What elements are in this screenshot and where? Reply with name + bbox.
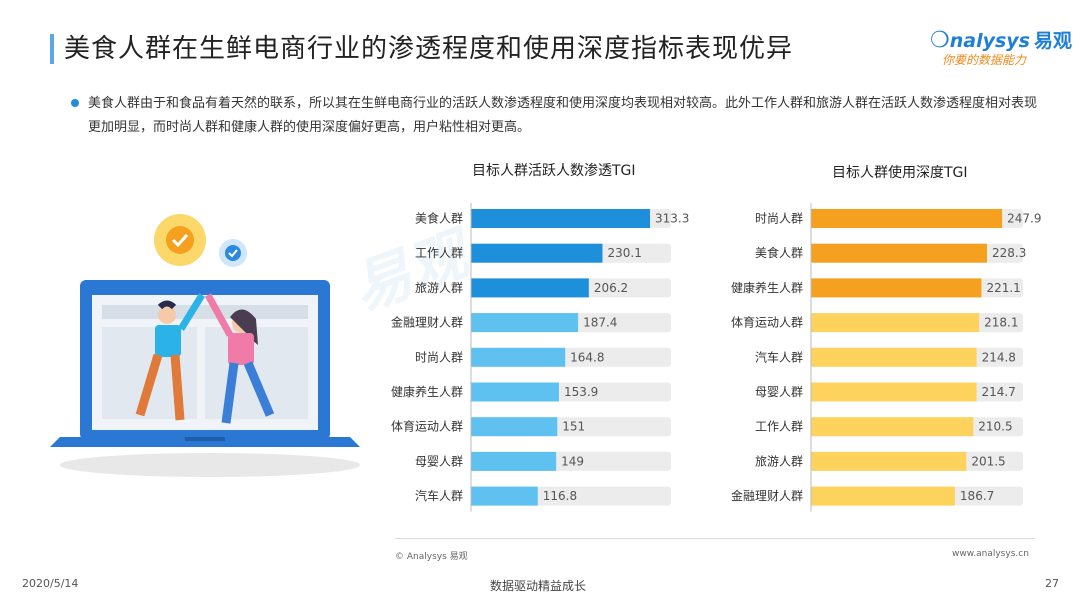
footer-divider: [395, 538, 1035, 539]
bar: [471, 382, 559, 402]
laptop-base: [50, 437, 360, 447]
person1-shirt: [155, 325, 181, 357]
bullet-icon: [71, 99, 79, 107]
bar: [471, 278, 589, 298]
category-label: 健康养生人群: [731, 280, 803, 295]
person1-arm: [178, 293, 205, 331]
logo-text: nalysys: [949, 30, 1030, 52]
check-icon: [171, 233, 189, 248]
bar: [811, 417, 974, 437]
laptop-illustration: [50, 214, 360, 477]
data-label: 153.9: [564, 385, 598, 399]
data-label: 149: [561, 454, 584, 468]
website-link[interactable]: www.analysys.cn: [952, 549, 1029, 559]
data-label: 210.5: [978, 420, 1012, 434]
data-label: 228.3: [992, 246, 1026, 260]
person2-legs: [221, 361, 275, 424]
bar: [811, 313, 980, 333]
left-chart-title: 目标人群活跃人数渗透TGI: [472, 163, 636, 179]
logo-slogan: 你要的数据能力: [942, 53, 1027, 67]
page-number: 27: [1045, 577, 1059, 590]
bar: [811, 278, 982, 298]
category-label: 汽车人群: [755, 349, 803, 364]
summary-text: 美食人群由于和食品有着天然的联系，所以其在生鲜电商行业的活跃人数渗透程度和使用深…: [88, 96, 1038, 135]
logo-cn: 易观: [1033, 30, 1072, 52]
data-label: 214.7: [982, 385, 1016, 399]
bar: [471, 347, 566, 367]
bar: [471, 486, 538, 506]
bar: [471, 243, 603, 263]
category-label: 健康养生人群: [391, 384, 463, 399]
category-label: 时尚人群: [755, 212, 803, 226]
category-label: 体育运动人群: [731, 315, 803, 330]
category-label: 工作人群: [755, 420, 803, 434]
data-label: 218.1: [984, 316, 1018, 330]
right-chart-title: 目标人群使用深度TGI: [832, 165, 968, 181]
data-label: 187.4: [583, 316, 617, 330]
bar: [471, 209, 651, 228]
category-label: 母婴人群: [755, 385, 803, 399]
bar: [811, 451, 967, 471]
data-label: 164.8: [570, 350, 604, 364]
laptop-notch: [185, 437, 225, 441]
bar: [811, 243, 987, 263]
brand-logo: ❍nalysys 易观 你要的数据能力: [930, 26, 1072, 72]
footer-slogan: 数据驱动精益成长: [490, 579, 587, 593]
bar: [471, 417, 558, 437]
data-label: 247.9: [1007, 212, 1041, 226]
data-label: 186.7: [960, 489, 994, 503]
data-label: 214.8: [982, 350, 1016, 364]
category-label: 汽车人群: [415, 488, 463, 503]
data-label: 221.1: [986, 281, 1020, 295]
category-label: 时尚人群: [415, 350, 463, 364]
data-label: 201.5: [971, 454, 1005, 468]
copyright-text: © Analysys 易观: [395, 552, 468, 562]
category-label: 旅游人群: [415, 281, 463, 295]
person2-arm: [204, 293, 234, 337]
data-label: 116.8: [543, 489, 577, 503]
title-accent-bar: [50, 34, 54, 64]
logo-mark: ❍nalysys 易观: [930, 28, 1072, 53]
big-check-inner: [166, 226, 194, 254]
person1-hair: [157, 300, 177, 310]
bar: [811, 209, 1003, 228]
category-label: 母婴人群: [415, 454, 463, 468]
category-label: 美食人群: [415, 211, 463, 226]
page-title: 美食人群在生鲜电商行业的渗透程度和使用深度指标表现优异: [64, 34, 794, 64]
category-label: 体育运动人群: [391, 419, 463, 434]
footer-date: 2020/5/14: [22, 577, 79, 590]
category-label: 工作人群: [415, 246, 463, 260]
shadow-ellipse: [60, 453, 360, 477]
bar: [811, 382, 977, 402]
bar: [811, 347, 977, 367]
person2-shirt: [228, 333, 254, 365]
data-label: 230.1: [607, 246, 641, 260]
check-icon-small: [228, 249, 238, 258]
person1-legs: [135, 353, 185, 421]
bar: [471, 313, 579, 333]
bar: [471, 451, 557, 471]
data-label: 313.3: [655, 212, 689, 226]
data-label: 206.2: [594, 281, 628, 295]
screen-header-bar: [102, 305, 308, 319]
person1-head: [158, 306, 176, 324]
category-label: 美食人群: [755, 245, 803, 260]
category-label: 金融理财人群: [731, 488, 803, 503]
category-label: 旅游人群: [755, 454, 803, 468]
bar: [811, 486, 955, 506]
data-label: 151: [562, 420, 585, 434]
category-label: 金融理财人群: [391, 315, 463, 330]
small-check-inner: [225, 245, 241, 261]
